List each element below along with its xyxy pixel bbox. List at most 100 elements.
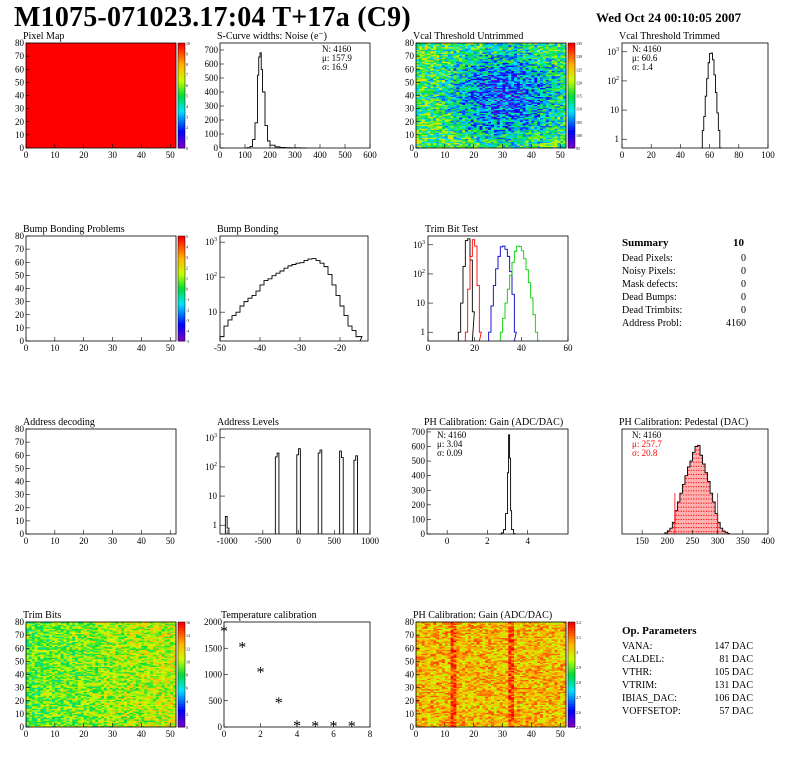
heatmap-cell bbox=[447, 94, 451, 96]
heatmap-cell bbox=[444, 66, 449, 69]
heatmap-cell bbox=[516, 142, 521, 145]
heatmap-cell bbox=[534, 120, 538, 123]
heatmap-cell bbox=[456, 77, 460, 79]
heatmap-cell bbox=[519, 91, 524, 94]
heatmap-cell bbox=[508, 125, 512, 128]
heatmap-cell bbox=[528, 91, 532, 94]
heatmap-cell bbox=[418, 75, 423, 78]
heatmap-cell bbox=[479, 108, 483, 111]
heatmap-cell bbox=[491, 136, 495, 138]
y-tick-label: 50 bbox=[15, 463, 25, 473]
heatmap-cell bbox=[537, 132, 541, 134]
heatmap-cell bbox=[511, 109, 515, 112]
heatmap-cell bbox=[502, 62, 506, 65]
heatmap-cell bbox=[491, 142, 495, 145]
heatmap-cell bbox=[548, 79, 552, 82]
y-tick-label: 40 bbox=[15, 284, 25, 294]
heatmap-cell bbox=[482, 128, 486, 130]
heatmap-cell bbox=[522, 77, 526, 79]
heatmap-cell bbox=[433, 88, 437, 91]
heatmap-cell bbox=[545, 88, 549, 91]
heatmap-cell bbox=[470, 102, 474, 104]
heatmap-cell bbox=[473, 78, 477, 81]
heatmap-cell bbox=[456, 94, 460, 96]
heatmap-cell bbox=[516, 124, 521, 126]
heatmap-cell bbox=[441, 90, 446, 92]
heatmap-cell bbox=[418, 60, 423, 62]
heatmap-cell bbox=[563, 133, 567, 136]
heatmap-cell bbox=[548, 102, 552, 104]
heatmap-cell bbox=[482, 108, 486, 111]
heatmap-cell bbox=[488, 61, 492, 63]
pedestal-dot bbox=[705, 531, 707, 533]
heatmap-cell bbox=[450, 125, 454, 128]
heatmap-cell bbox=[462, 60, 466, 62]
pedestal-dot bbox=[713, 526, 715, 529]
heatmap-cell bbox=[554, 124, 558, 126]
heatmap-cell bbox=[430, 146, 434, 149]
heatmap-cell bbox=[557, 88, 561, 91]
heatmap-cell bbox=[433, 142, 437, 145]
pedestal-dot bbox=[685, 494, 687, 496]
heatmap-cell bbox=[439, 125, 443, 128]
pedestal-dot bbox=[700, 494, 702, 496]
heatmap-cell bbox=[447, 100, 451, 103]
pedestal-dot bbox=[680, 502, 682, 504]
pedestal-dot bbox=[708, 482, 710, 484]
heatmap-cell bbox=[502, 83, 506, 86]
heatmap-cell bbox=[465, 106, 469, 108]
heatmap-cell bbox=[491, 86, 495, 88]
heatmap-cell bbox=[537, 111, 541, 113]
heatmap-cell bbox=[430, 133, 434, 136]
heatmap-cell bbox=[447, 133, 451, 136]
heatmap-cell bbox=[439, 99, 443, 102]
heatmap-cell bbox=[485, 66, 489, 69]
heatmap-cell bbox=[453, 111, 457, 113]
heatmap-cell bbox=[473, 123, 477, 125]
heatmap-cell bbox=[453, 85, 457, 87]
heatmap-cell bbox=[476, 106, 480, 108]
y-tick-label: 10 bbox=[610, 105, 620, 115]
heatmap-cell bbox=[488, 77, 492, 79]
heatmap-cell bbox=[482, 129, 486, 132]
heatmap-cell bbox=[496, 79, 500, 82]
heatmap-cell bbox=[439, 117, 443, 120]
heatmap-cell bbox=[548, 61, 552, 63]
heatmap-cell bbox=[421, 74, 425, 77]
heatmap-cell bbox=[441, 112, 446, 115]
pedestal-dot bbox=[690, 494, 692, 496]
heatmap-cell bbox=[560, 108, 564, 111]
heatmap-cell bbox=[531, 132, 535, 134]
heatmap-cell bbox=[525, 94, 529, 96]
heatmap-cell bbox=[421, 125, 425, 128]
heatmap-cell bbox=[540, 132, 544, 134]
heatmap-cell bbox=[465, 119, 469, 121]
heatmap-cell bbox=[514, 88, 518, 91]
pedestal-dot bbox=[683, 531, 685, 533]
heatmap-cell bbox=[563, 88, 567, 91]
heatmap-cell bbox=[542, 61, 547, 63]
heatmap-cell bbox=[548, 96, 552, 99]
heatmap-cell bbox=[488, 129, 492, 132]
heatmap-cell bbox=[476, 103, 480, 105]
heatmap-cell bbox=[450, 100, 454, 103]
heatmap-cell bbox=[542, 130, 547, 133]
heatmap-cell bbox=[551, 138, 555, 141]
heatmap-cell bbox=[418, 90, 423, 92]
heatmap-cell bbox=[488, 124, 492, 126]
heatmap-cell bbox=[508, 121, 512, 124]
heatmap-cell bbox=[470, 111, 474, 113]
heatmap-cell bbox=[493, 116, 498, 119]
heatmap-cell bbox=[424, 98, 428, 100]
heatmap-cell bbox=[421, 116, 425, 119]
heatmap-cell bbox=[476, 66, 480, 69]
heatmap-cell bbox=[545, 132, 549, 134]
heatmap-cell bbox=[418, 119, 423, 121]
heatmap-cell bbox=[522, 64, 526, 66]
heatmap-cell bbox=[470, 70, 474, 73]
heatmap-cell bbox=[519, 94, 524, 96]
heatmap-cell bbox=[505, 137, 509, 140]
heatmap-cell bbox=[493, 102, 498, 104]
heatmap-cell bbox=[433, 87, 437, 90]
heatmap-cell bbox=[511, 103, 515, 105]
